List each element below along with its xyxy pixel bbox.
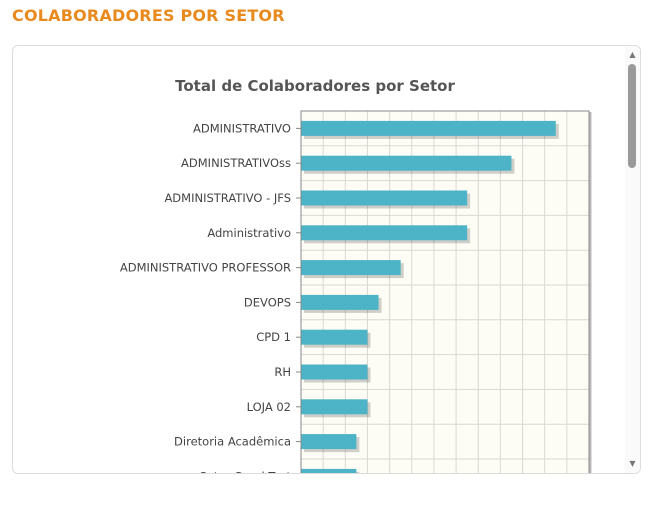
plot-frame	[300, 110, 590, 473]
category-label: ADMINISTRATIVO PROFESSOR	[120, 261, 291, 275]
bar[interactable]	[301, 294, 379, 310]
section-title: COLABORADORES POR SETOR	[12, 6, 285, 25]
bar-chart: Total de Colaboradores por Setor ADMINIS…	[120, 77, 592, 473]
category-label: DEVOPS	[244, 295, 291, 309]
bar[interactable]	[301, 260, 401, 276]
bar[interactable]	[301, 434, 357, 450]
bar[interactable]	[301, 468, 357, 473]
bar[interactable]	[301, 155, 512, 171]
bar[interactable]	[301, 364, 368, 380]
category-label: Diretoria Acadêmica	[174, 435, 291, 449]
category-label: ADMINISTRATIVOss	[181, 156, 291, 170]
bar[interactable]	[301, 225, 468, 241]
scroll-thumb[interactable]	[628, 64, 636, 168]
bar[interactable]	[301, 329, 368, 345]
chevron-down-icon[interactable]: ▼	[629, 459, 636, 468]
chart-viewport: Total de Colaboradores por Setor ADMINIS…	[13, 46, 625, 473]
bar[interactable]	[301, 120, 556, 136]
chart-panel: Total de Colaboradores por Setor ADMINIS…	[12, 45, 641, 474]
chart-title: Total de Colaboradores por Setor	[175, 77, 455, 95]
chevron-up-icon[interactable]: ▲	[629, 50, 636, 59]
bar[interactable]	[301, 190, 468, 206]
category-label: LOJA 02	[247, 400, 291, 414]
vertical-scrollbar[interactable]: ▲ ▼	[625, 46, 640, 473]
category-label: Setor Geral Test	[199, 469, 291, 473]
category-label: CPD 1	[256, 330, 291, 344]
category-label: ADMINISTRATIVO - JFS	[164, 191, 291, 205]
category-label: RH	[274, 365, 291, 379]
category-label: Administrativo	[207, 226, 291, 240]
category-label: ADMINISTRATIVO	[193, 121, 291, 135]
bar[interactable]	[301, 399, 368, 415]
